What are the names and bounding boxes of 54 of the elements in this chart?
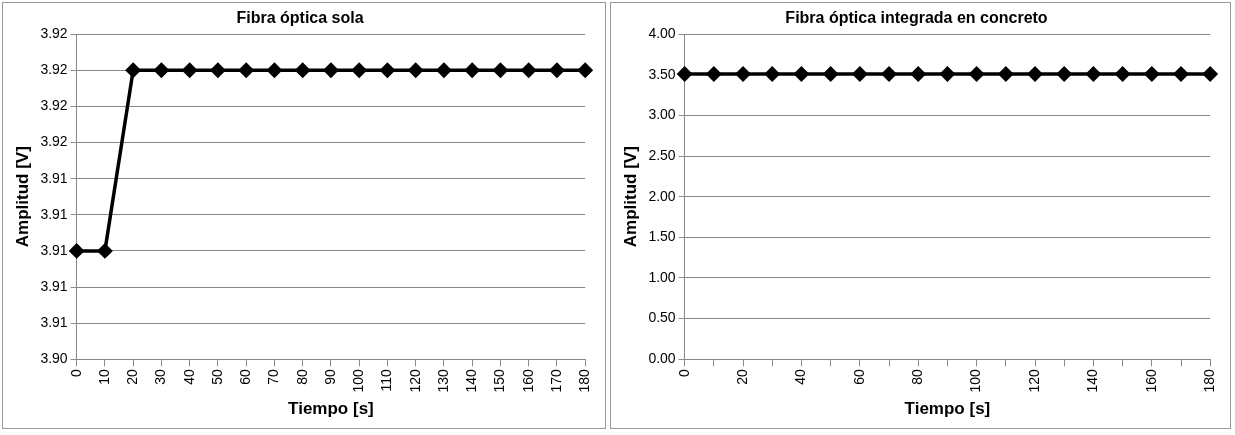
x-tick-label: 180	[1201, 369, 1218, 393]
x-tick-label: 20	[124, 369, 141, 385]
y-tick-label: 3.90	[40, 350, 68, 367]
y-tick-label: 3.92	[40, 133, 68, 150]
x-tick-label: 150	[491, 369, 508, 393]
x-tick-label: 170	[547, 369, 564, 393]
y-tick-label: 2.00	[648, 187, 676, 204]
y-tick-label: 3.92	[40, 25, 68, 42]
x-tick-label: 0	[675, 369, 692, 378]
y-tick-label: 2.50	[648, 146, 676, 163]
x-tick-label: 20	[733, 369, 750, 385]
y-tick-label: 0.50	[648, 309, 676, 326]
x-tick-label: 140	[1084, 369, 1101, 393]
x-tick-label: 80	[909, 369, 926, 385]
x-tick-label: 10	[95, 369, 112, 385]
x-axis-title: Tiempo [s]	[288, 399, 374, 419]
x-tick-label: 80	[293, 369, 310, 385]
chart-title: Fibra óptica sola	[236, 9, 364, 27]
x-tick-label: 180	[576, 369, 593, 393]
y-tick-label: 4.00	[648, 25, 676, 42]
x-tick-label: 90	[321, 369, 338, 385]
x-tick-label: 160	[1142, 369, 1159, 393]
x-tick-label: 0	[67, 369, 84, 378]
x-axis-title: Tiempo [s]	[904, 399, 991, 419]
y-tick-label: 1.00	[648, 268, 676, 285]
x-tick-label: 140	[463, 369, 480, 393]
y-tick-label: 0.00	[648, 350, 676, 367]
x-tick-label: 110	[378, 369, 395, 392]
x-tick-label: 160	[519, 369, 536, 393]
x-tick-label: 120	[1025, 369, 1042, 393]
x-tick-label: 100	[350, 369, 367, 393]
y-axis-title: Amplitud [V]	[12, 146, 32, 248]
y-tick-label: 3.91	[40, 205, 68, 222]
x-tick-label: 40	[792, 369, 809, 385]
x-tick-label: 100	[967, 369, 984, 393]
x-tick-label: 130	[434, 369, 451, 393]
x-tick-label: 30	[152, 369, 169, 385]
x-tick-label: 50	[208, 369, 225, 385]
y-tick-label: 3.92	[40, 61, 68, 78]
y-tick-label: 3.92	[40, 97, 68, 114]
x-tick-label: 120	[406, 369, 423, 393]
y-tick-label: 3.50	[648, 65, 676, 82]
y-tick-label: 3.91	[40, 277, 68, 294]
y-tick-label: 3.91	[40, 313, 68, 330]
x-tick-label: 40	[180, 369, 197, 385]
x-tick-label: 70	[265, 369, 282, 385]
y-tick-label: 3.00	[648, 106, 676, 123]
y-tick-label: 3.91	[40, 241, 68, 258]
y-tick-label: 1.50	[648, 228, 676, 245]
chart-title: Fibra óptica integrada en concreto	[785, 9, 1048, 27]
x-tick-label: 60	[850, 369, 867, 385]
y-axis-title: Amplitud [V]	[620, 146, 640, 248]
x-tick-label: 60	[237, 369, 254, 385]
y-tick-label: 3.91	[40, 169, 68, 186]
